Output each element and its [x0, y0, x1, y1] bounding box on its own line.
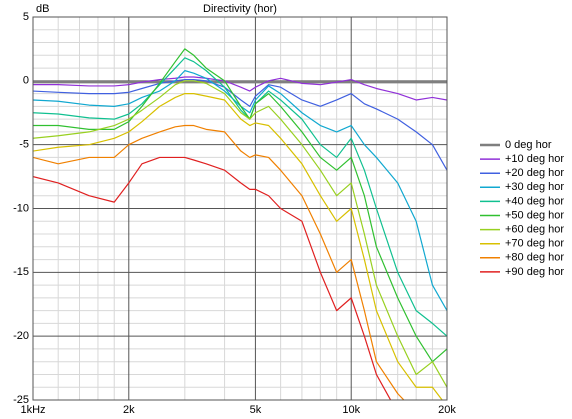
legend-label: +70 deg hor — [505, 238, 564, 250]
legend-label: +20 deg hor — [505, 167, 564, 179]
legend-label: +10 deg hor — [505, 153, 564, 165]
y-tick-label: -5 — [19, 139, 29, 151]
x-tick-label: 1kHz — [20, 404, 45, 416]
legend-label: +60 deg hor — [505, 224, 564, 236]
y-tick-label: -25 — [13, 394, 29, 406]
y-tick-label: 0 — [23, 75, 29, 87]
legend-label: +80 deg hor — [505, 252, 564, 264]
y-tick-label: -15 — [13, 266, 29, 278]
x-tick-label: 5k — [250, 404, 262, 416]
legend-label: +90 deg hor — [505, 266, 564, 278]
y-tick-label: -10 — [13, 202, 29, 214]
plot-border — [32, 16, 448, 401]
series-line — [33, 156, 392, 400]
y-tick-label: 5 — [23, 11, 29, 23]
series-line — [33, 70, 447, 311]
chart-title: Directivity (hor) — [203, 3, 277, 15]
series-line — [33, 80, 447, 388]
y-tick-label: -20 — [13, 330, 29, 342]
x-tick-label: 10k — [342, 404, 360, 416]
series-line — [33, 78, 447, 171]
series-line — [33, 76, 447, 101]
series-line — [33, 93, 443, 400]
legend-label: +40 deg hor — [505, 195, 564, 207]
x-tick-label: 20k — [438, 404, 456, 416]
y-axis-label: dB — [36, 3, 49, 15]
legend-label: +50 deg hor — [505, 209, 564, 221]
legend-label: 0 deg hor — [505, 139, 552, 151]
legend-label: +30 deg hor — [505, 181, 564, 193]
series-line — [33, 124, 405, 400]
x-tick-label: 2k — [123, 404, 135, 416]
